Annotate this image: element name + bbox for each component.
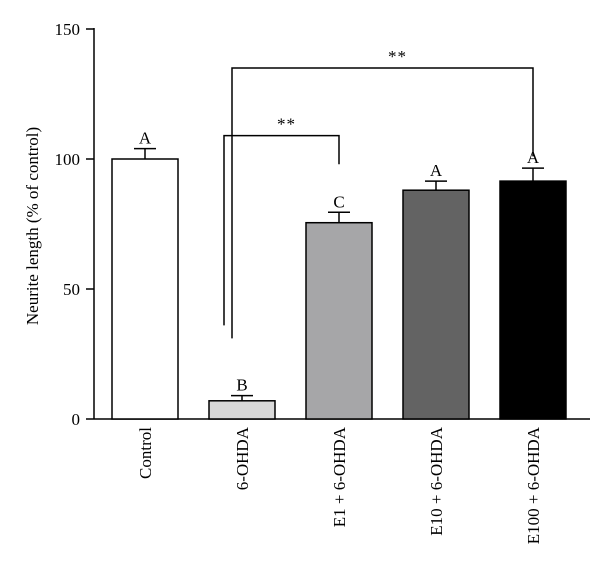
y-axis: 0 50 100 150 xyxy=(55,20,95,429)
x-tick-label-4: E100 + 6-OHDA xyxy=(524,426,543,544)
bars xyxy=(111,158,567,420)
bar-0 xyxy=(111,158,179,420)
x-tick-label-0: Control xyxy=(136,427,155,479)
x-tick-label-3: E10 + 6-OHDA xyxy=(427,426,446,535)
significance-label-0: ** xyxy=(277,115,296,134)
significance-brackets: ** ** xyxy=(223,47,534,339)
bar-letter-2: C xyxy=(333,192,344,211)
significance-bracket-1 xyxy=(231,67,534,339)
bar-letter-0: A xyxy=(139,129,152,148)
bar-letter-4: A xyxy=(527,148,540,167)
error-bars xyxy=(134,147,544,401)
bar-4 xyxy=(499,180,567,420)
x-tick-label-2: E1 + 6-OHDA xyxy=(330,426,349,527)
x-tick-labels: Control 6-OHDA E1 + 6-OHDA E10 + 6-OHDA E100… xyxy=(136,426,543,544)
y-axis-title: Neurite length (% of control) xyxy=(23,127,42,325)
y-tick-label: 0 xyxy=(72,410,81,429)
bar-letter-3: A xyxy=(430,161,443,180)
significance-label-1: ** xyxy=(388,47,407,66)
y-tick-label: 50 xyxy=(63,280,80,299)
x-tick-label-1: 6-OHDA xyxy=(233,426,252,490)
y-tick-label: 100 xyxy=(55,150,81,169)
significance-bracket-0 xyxy=(223,134,340,326)
bar-1 xyxy=(208,400,276,420)
bar-letter-1: B xyxy=(236,376,247,395)
y-tick-label: 150 xyxy=(55,20,81,39)
bar-2 xyxy=(305,221,373,420)
bar-letters: A B C A A xyxy=(139,129,540,395)
bar-3 xyxy=(402,189,470,420)
